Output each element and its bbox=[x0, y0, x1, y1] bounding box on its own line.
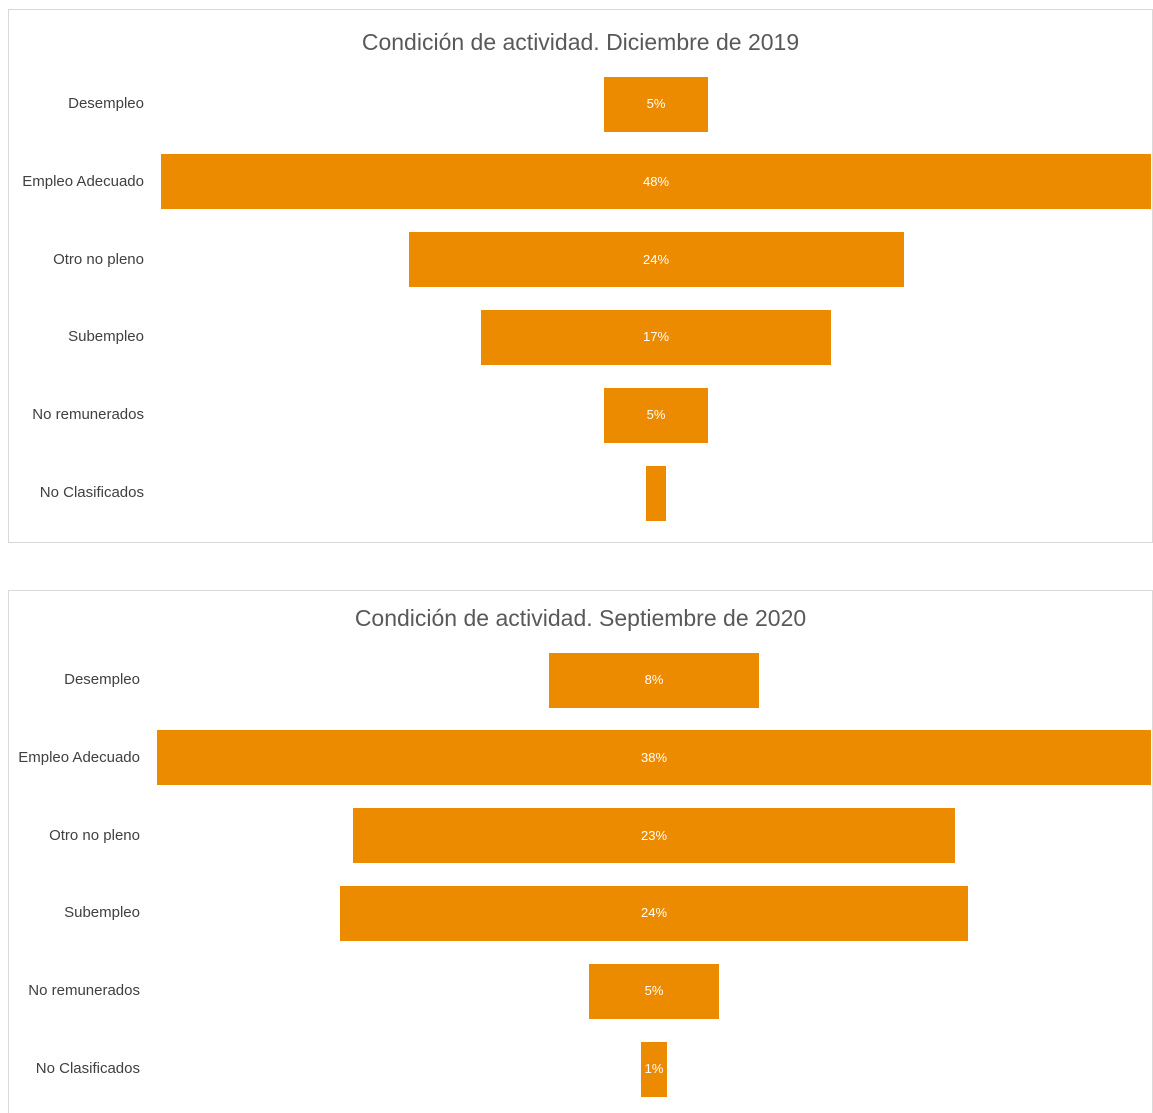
chart-title: Condición de actividad. Septiembre de 20… bbox=[354, 605, 807, 631]
data-label: 48% bbox=[642, 173, 670, 189]
category-label: No Clasificados bbox=[35, 1060, 140, 1077]
bar bbox=[604, 76, 708, 132]
chart-title: Condición de actividad. Diciembre de 201… bbox=[361, 29, 800, 55]
category-label: Subempleo bbox=[68, 328, 144, 346]
data-label: 23% bbox=[640, 827, 668, 843]
bar bbox=[645, 465, 667, 521]
category-label: Otro no pleno bbox=[53, 250, 144, 268]
data-label: 24% bbox=[640, 905, 668, 921]
bar bbox=[480, 309, 832, 365]
category-label: Desempleo bbox=[68, 95, 144, 112]
data-label: 17% bbox=[642, 329, 670, 345]
category-label: No remunerados bbox=[32, 406, 144, 424]
category-label: Otro no pleno bbox=[49, 826, 140, 844]
category-label: Empleo Adecuado bbox=[18, 748, 140, 766]
chart-2019: Condición de actividad. Diciembre de 201… bbox=[8, 9, 1153, 543]
data-label: 1% bbox=[644, 1061, 664, 1076]
data-label: 5% bbox=[646, 407, 666, 423]
data-label: 5% bbox=[646, 96, 666, 111]
data-label: 5% bbox=[644, 983, 664, 999]
category-label: No remunerados bbox=[28, 982, 140, 1000]
bar bbox=[353, 808, 955, 864]
bar bbox=[408, 232, 904, 288]
category-label: Empleo Adecuado bbox=[22, 172, 144, 190]
bar bbox=[604, 387, 708, 443]
data-label: 24% bbox=[642, 251, 670, 267]
bar bbox=[157, 730, 1151, 786]
category-label: No Clasificados bbox=[39, 484, 144, 501]
category-label: Subempleo bbox=[64, 904, 140, 922]
data-label: 8% bbox=[644, 672, 664, 687]
category-label: Desempleo bbox=[64, 671, 140, 688]
bar bbox=[640, 1041, 668, 1097]
bar bbox=[588, 963, 720, 1019]
bar bbox=[340, 885, 968, 941]
chart-2020: Condición de actividad. Septiembre de 20… bbox=[8, 590, 1153, 1113]
bar bbox=[161, 154, 1151, 210]
data-label: 38% bbox=[640, 749, 668, 765]
bar bbox=[549, 652, 759, 708]
